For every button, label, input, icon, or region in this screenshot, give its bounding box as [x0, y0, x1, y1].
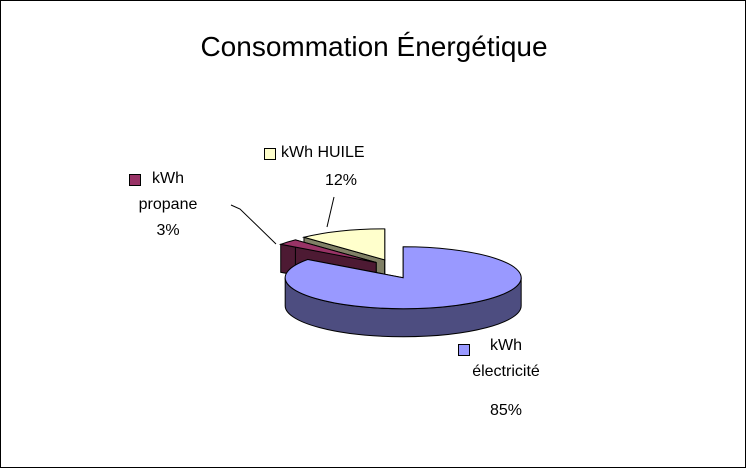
leader-line — [230, 204, 277, 245]
pie-slice — [284, 246, 522, 338]
leader-line — [326, 196, 335, 228]
value-label: 85% — [489, 402, 523, 419]
slice-top — [302, 228, 386, 261]
legend-marker — [129, 174, 141, 186]
category-label: kWh électricité — [472, 337, 540, 380]
category-label: kWh HUILE — [281, 144, 365, 161]
slice-top — [284, 246, 522, 310]
legend-marker — [264, 148, 276, 160]
value-label: 3% — [156, 222, 180, 239]
slice-top — [278, 239, 377, 264]
legend-marker — [458, 344, 470, 356]
value-label: 12% — [324, 172, 358, 189]
category-label: kWh propane — [138, 170, 198, 213]
chart-title: Consommation Énergétique — [200, 31, 548, 62]
